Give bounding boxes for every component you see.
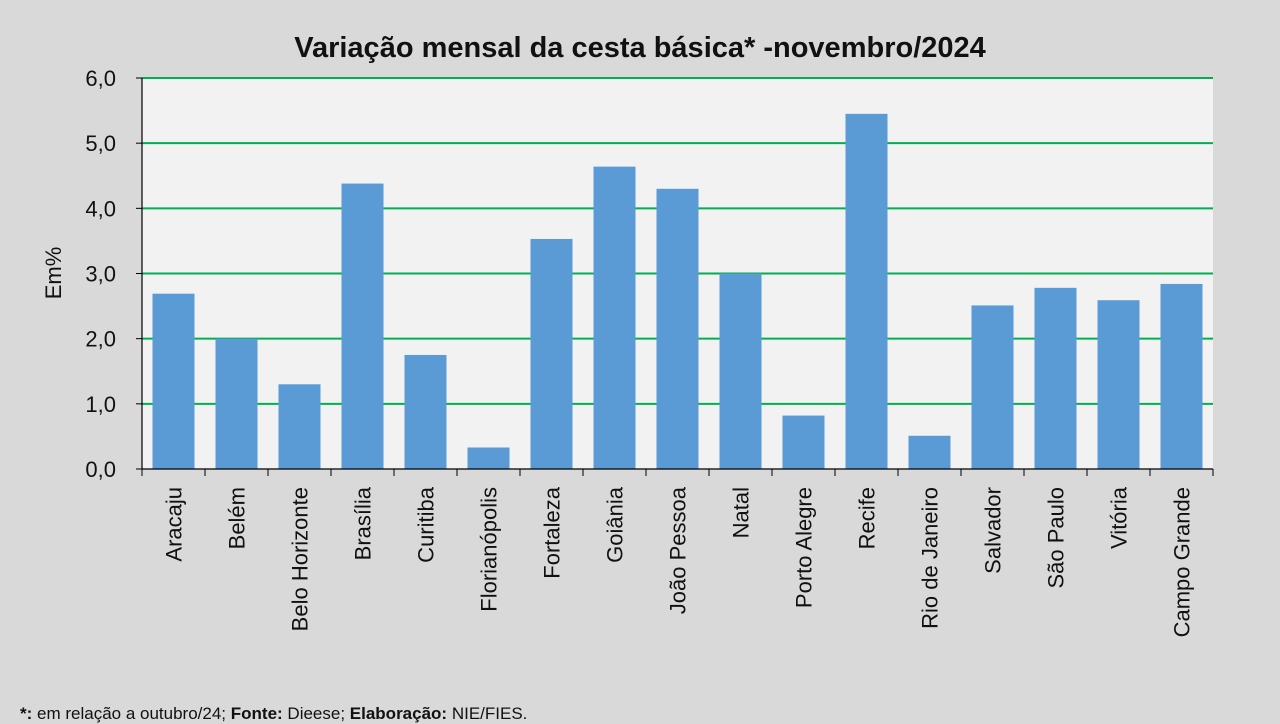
bar (467, 447, 510, 469)
bar (1160, 283, 1203, 469)
axes (141, 78, 1214, 476)
footnote-elaboration-text: NIE/FIES. (447, 704, 528, 723)
footnote-asterisk-label: *: (20, 704, 33, 723)
bar (215, 338, 258, 469)
y-tick-label: 1,0 (85, 392, 116, 417)
bar (719, 273, 762, 469)
y-tick-label: 6,0 (85, 66, 116, 91)
footnote-source-text: Dieese; (282, 704, 350, 723)
x-category-label: Curitiba (414, 486, 439, 563)
bar (404, 354, 447, 469)
y-tick-label: 0,0 (85, 457, 116, 482)
bar (782, 415, 825, 469)
footnote-source-label: Fonte: (230, 704, 283, 723)
x-category-label: Belém (225, 487, 250, 549)
bar (656, 188, 699, 470)
x-category-label: Salvador (981, 487, 1006, 574)
x-category-label: Recife (855, 487, 880, 549)
x-category-label: Porto Alegre (792, 487, 817, 608)
x-category-label: Natal (729, 487, 754, 538)
bar (152, 293, 195, 469)
y-tick-labels: 0,0 1,0 2,0 3,0 4,0 5,0 6,0 (85, 66, 116, 482)
chart-title: Variação mensal da cesta básica* -novemb… (294, 32, 986, 64)
x-category-label: São Paulo (1044, 487, 1069, 589)
y-tick-label: 2,0 (85, 327, 116, 352)
y-axis-label: Em% (41, 247, 66, 300)
x-category-label: Vitória (1107, 486, 1132, 549)
bars (152, 113, 1203, 470)
bar (971, 305, 1014, 469)
bar (530, 238, 573, 469)
footnote-asterisk-text: em relação a outubro/24; (32, 704, 231, 723)
bar (341, 183, 384, 469)
x-category-labels: Aracaju Belém Belo Horizonte Brasília Curiti… (162, 486, 1195, 637)
footnote-elaboration-label: Elaboração: (349, 704, 448, 723)
bar (593, 166, 636, 470)
y-tick-label: 5,0 (85, 131, 116, 156)
x-category-label: Fortaleza (540, 486, 565, 578)
y-tick-label: 4,0 (85, 196, 116, 221)
bar (1034, 287, 1077, 469)
x-category-label: Aracaju (162, 487, 187, 562)
footnote: *: em relação a outubro/24; Fonte: Diees… (20, 704, 527, 724)
x-category-label: Florianópolis (477, 487, 502, 612)
y-tick-label: 3,0 (85, 262, 116, 287)
x-category-label: Goiânia (603, 486, 628, 563)
x-category-label: Rio de Janeiro (918, 487, 943, 629)
bar (1097, 300, 1140, 469)
x-category-label: Campo Grande (1170, 487, 1195, 637)
bar (845, 113, 888, 469)
bar (278, 384, 321, 469)
x-category-label: João Pessoa (666, 486, 691, 614)
x-category-label: Belo Horizonte (288, 487, 313, 631)
bar (908, 435, 951, 469)
x-category-label: Brasília (351, 486, 376, 560)
